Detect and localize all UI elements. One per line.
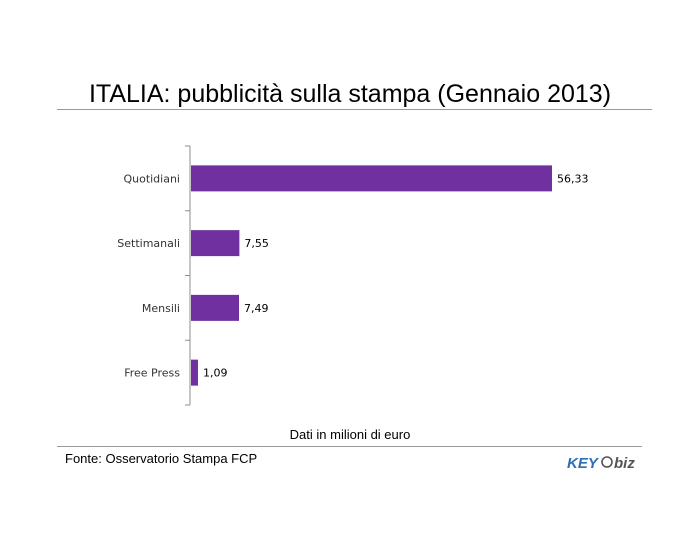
logo-graphic: KEY biz (567, 455, 635, 472)
value-label: 7,55 (244, 237, 269, 250)
bar (191, 359, 198, 386)
x-axis-label: Dati in milioni di euro (289, 427, 411, 442)
category-label: Mensili (142, 302, 180, 315)
bar (191, 230, 240, 257)
footer-divider (57, 446, 642, 447)
bar (191, 294, 240, 321)
logo-key-text: KEY (567, 455, 600, 472)
logo-biz-text: biz (614, 455, 635, 472)
chart-title: ITALIA: pubblicità sulla stampa (Gennaio… (88, 80, 612, 108)
key4biz-logo: KEY biz (566, 449, 642, 475)
value-label: 1,09 (203, 367, 228, 380)
value-label: 7,49 (244, 302, 269, 315)
category-label: Quotidiani (123, 172, 180, 185)
bar (191, 165, 552, 192)
title-divider (57, 109, 652, 110)
category-label: Free Press (124, 367, 180, 380)
logo-ring-icon (601, 456, 613, 468)
value-label: 56,33 (557, 172, 589, 185)
source-note: Fonte: Osservatorio Stampa FCP (65, 451, 258, 466)
category-label: Settimanali (117, 237, 180, 250)
